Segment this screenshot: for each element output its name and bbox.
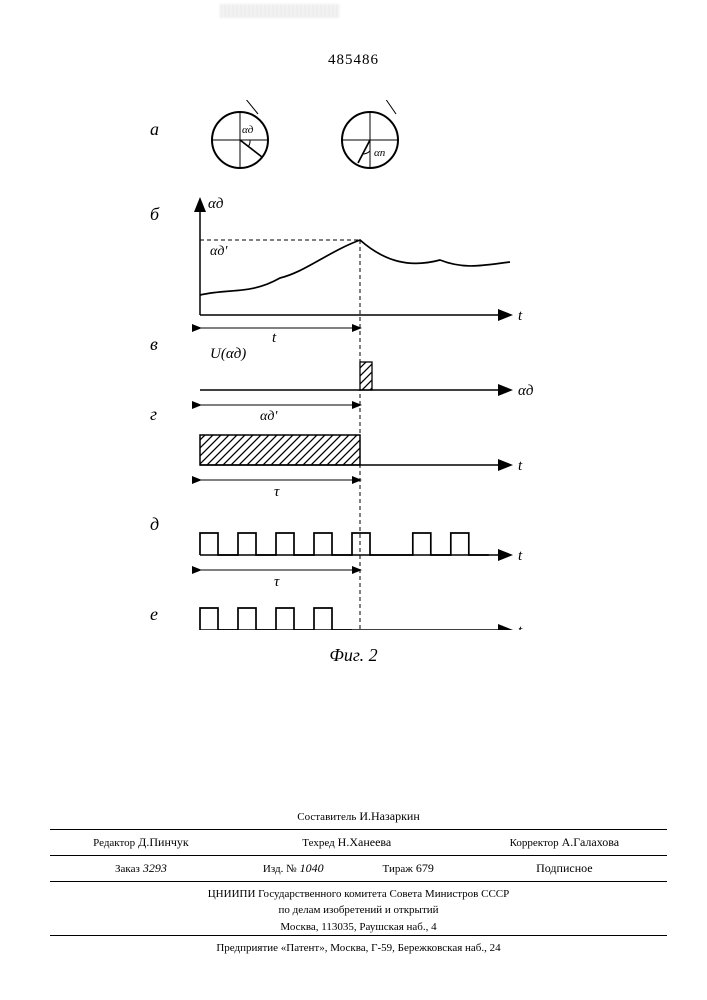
circulation-label: Тираж — [383, 863, 413, 875]
row-label-f: е — [150, 604, 158, 624]
plot-e: t τ — [200, 533, 523, 590]
document-number: 485486 — [0, 52, 707, 69]
colophon: Составитель И.Назаркин Редактор Д.Пинчук… — [50, 804, 667, 961]
svg-text:t: t — [518, 458, 523, 474]
org-line-3: Москва, 113035, Раушская наб., 4 — [50, 919, 667, 936]
svg-text:τ: τ — [274, 484, 280, 500]
row-label-b: б — [150, 204, 160, 224]
issue-value: 1040 — [300, 861, 324, 875]
issue-label: Изд. № — [263, 863, 297, 875]
figure-2: а б в г д е αд 1 αп — [140, 100, 570, 630]
corrector-name: А.Галахова — [562, 835, 619, 849]
svg-text:αд: αд — [208, 196, 224, 212]
plot-d: t τ — [200, 435, 523, 500]
svg-text:t: t — [518, 548, 523, 564]
row-label-d: г — [150, 404, 157, 424]
svg-text:αд': αд' — [210, 244, 228, 259]
subscription: Подписное — [536, 861, 593, 875]
row-label-a: а — [150, 119, 159, 139]
row-label-e: д — [150, 514, 159, 534]
techred-label: Техред — [302, 837, 334, 849]
svg-text:t: t — [272, 330, 277, 346]
svg-text:t: t — [518, 623, 523, 630]
editor-label: Редактор — [93, 837, 135, 849]
svg-text:U(αд): U(αд) — [210, 346, 246, 362]
svg-text:αд: αд — [242, 124, 254, 136]
plot-b: αд t αд' t — [200, 196, 523, 346]
press-line: Предприятие «Патент», Москва, Г-59, Бере… — [50, 935, 667, 960]
compiler-name: И.Назаркин — [359, 809, 419, 823]
figure-caption: Фиг. 2 — [0, 645, 707, 666]
svg-text:αд: αд — [518, 383, 534, 399]
circulation-value: 679 — [416, 861, 434, 875]
plot-f: t τ — [200, 608, 523, 630]
corrector-label: Корректор — [510, 837, 559, 849]
plot-c: U(αд) αд αд' — [200, 346, 534, 424]
org-line-2: по делам изобретений и открытий — [50, 902, 667, 919]
compiler-label: Составитель — [297, 811, 356, 823]
editor-name: Д.Пинчук — [138, 835, 189, 849]
order-value: 3293 — [143, 861, 167, 875]
org-line-1: ЦНИИПИ Государственного комитета Совета … — [50, 886, 667, 903]
svg-text:αд': αд' — [260, 409, 278, 424]
sensor-circles: αд 1 αп 2 — [212, 100, 398, 168]
svg-text:t: t — [518, 308, 523, 324]
scan-artifact — [220, 4, 340, 18]
order-label: Заказ — [115, 863, 140, 875]
row-label-c: в — [150, 334, 158, 354]
svg-text:τ: τ — [274, 574, 280, 590]
svg-text:αп: αп — [374, 147, 386, 159]
techred-name: Н.Ханеева — [338, 835, 392, 849]
